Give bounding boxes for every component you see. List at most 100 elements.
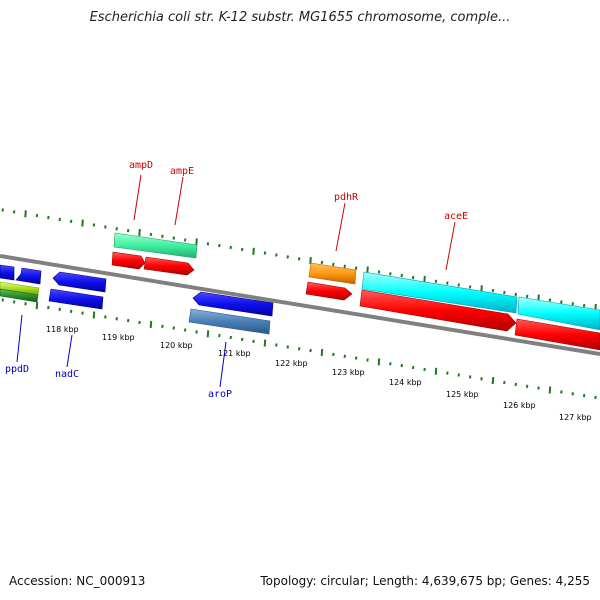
minor-tick [172, 236, 175, 240]
label-leader-lines [16, 174, 456, 388]
gene-label-pdhR[interactable]: pdhR [334, 192, 359, 203]
gene-feature-cyan-1[interactable] [361, 271, 518, 314]
minor-tick [582, 393, 586, 398]
minor-tick [548, 298, 552, 302]
scale-label: 127 kbp [559, 413, 592, 422]
major-tick [491, 377, 495, 385]
minor-tick [434, 279, 438, 283]
major-tick [92, 311, 96, 319]
gene-label-nadC[interactable]: nadC [55, 369, 79, 380]
minor-tick [343, 354, 346, 358]
minor-tick [183, 328, 187, 332]
minor-tick [343, 264, 346, 268]
minor-tick [161, 234, 164, 238]
gene-feature-pdhR[interactable] [305, 281, 353, 301]
gene-feature-blue-left-1[interactable] [0, 264, 15, 281]
gene-feature-blue-left-2[interactable] [15, 267, 42, 285]
minor-tick [12, 300, 16, 304]
gene-feature-cyan-2[interactable] [517, 296, 600, 331]
gene-label-ampD[interactable]: ampD [129, 160, 153, 171]
leader-ppdD [16, 314, 23, 363]
major-tick [149, 320, 153, 328]
minor-tick [571, 392, 574, 396]
minor-tick [354, 266, 358, 270]
major-tick [252, 247, 255, 255]
gene-feature-steel[interactable] [188, 308, 271, 335]
minor-tick [229, 245, 232, 250]
minor-tick [297, 347, 301, 351]
minor-tick [1, 298, 4, 302]
major-tick [81, 219, 84, 227]
minor-tick [275, 343, 278, 347]
minor-tick [115, 227, 118, 231]
gene-feature-aroP[interactable] [192, 291, 274, 317]
leader-pdhR [335, 202, 346, 252]
minor-tick [240, 247, 244, 252]
gene-feature-aceF[interactable] [514, 318, 600, 351]
major-tick [138, 228, 141, 237]
minor-tick [446, 281, 449, 285]
minor-tick [218, 333, 221, 338]
minor-tick [286, 345, 289, 349]
gene-feature-nadC-upper[interactable] [52, 271, 107, 293]
minor-tick [594, 395, 597, 400]
minor-tick [423, 367, 426, 372]
minor-tick [309, 348, 312, 353]
major-tick [320, 348, 324, 357]
upper-scale-ticks [1, 208, 597, 312]
accession-label: Accession: NC_000913 [9, 574, 146, 588]
minor-tick [47, 215, 50, 220]
scale-label: 120 kbp [160, 341, 193, 350]
minor-tick [206, 242, 210, 246]
gene-feature-ampD[interactable] [111, 251, 146, 270]
gene-feature-ampE[interactable] [143, 256, 195, 276]
gene-label-aceE[interactable]: aceE [444, 211, 468, 222]
minor-tick [252, 339, 255, 343]
minor-tick [275, 253, 278, 257]
minor-tick [218, 243, 221, 248]
minor-tick [525, 294, 529, 298]
gene-feature-teal[interactable] [113, 232, 198, 259]
minor-tick [183, 238, 187, 242]
minor-tick [172, 326, 175, 330]
leader-ampD [133, 174, 142, 221]
minor-tick [240, 337, 244, 342]
minor-tick [537, 386, 540, 390]
minor-tick [332, 262, 335, 267]
gene-label-aroP[interactable]: aroP [208, 389, 232, 400]
minor-tick [377, 270, 381, 274]
lower-scale-ticks [1, 298, 597, 400]
scale-label: 123 kbp [332, 368, 365, 377]
minor-tick [229, 335, 232, 340]
minor-tick [58, 217, 61, 222]
minor-tick [514, 292, 517, 297]
gene-feature-nadC[interactable] [48, 288, 104, 310]
gene-feature-green[interactable] [0, 288, 39, 303]
gene-feature-aceE[interactable] [359, 289, 517, 332]
minor-tick [47, 305, 50, 310]
gene-label-ampE[interactable]: ampE [170, 166, 194, 177]
major-tick [263, 339, 267, 347]
minor-tick [1, 208, 4, 212]
minor-tick [457, 373, 460, 377]
minor-tick [149, 232, 153, 237]
genome-backbone [0, 254, 600, 356]
major-tick [434, 367, 438, 375]
scale-label: 118 kbp [46, 325, 79, 334]
major-tick [206, 330, 210, 338]
minor-tick [69, 309, 73, 313]
minor-tick [286, 255, 289, 259]
minor-tick [263, 251, 267, 255]
map-title: Escherichia coli str. K-12 substr. MG165… [89, 10, 511, 25]
scale-label: 126 kbp [503, 401, 536, 410]
minor-tick [104, 225, 107, 229]
minor-tick [446, 371, 449, 375]
minor-tick [332, 352, 335, 357]
minor-tick [115, 317, 118, 321]
minor-tick [560, 390, 563, 394]
gene-feature-orange[interactable] [308, 262, 357, 285]
minor-tick [92, 223, 96, 227]
gene-label-ppdD[interactable]: ppdD [5, 364, 29, 375]
